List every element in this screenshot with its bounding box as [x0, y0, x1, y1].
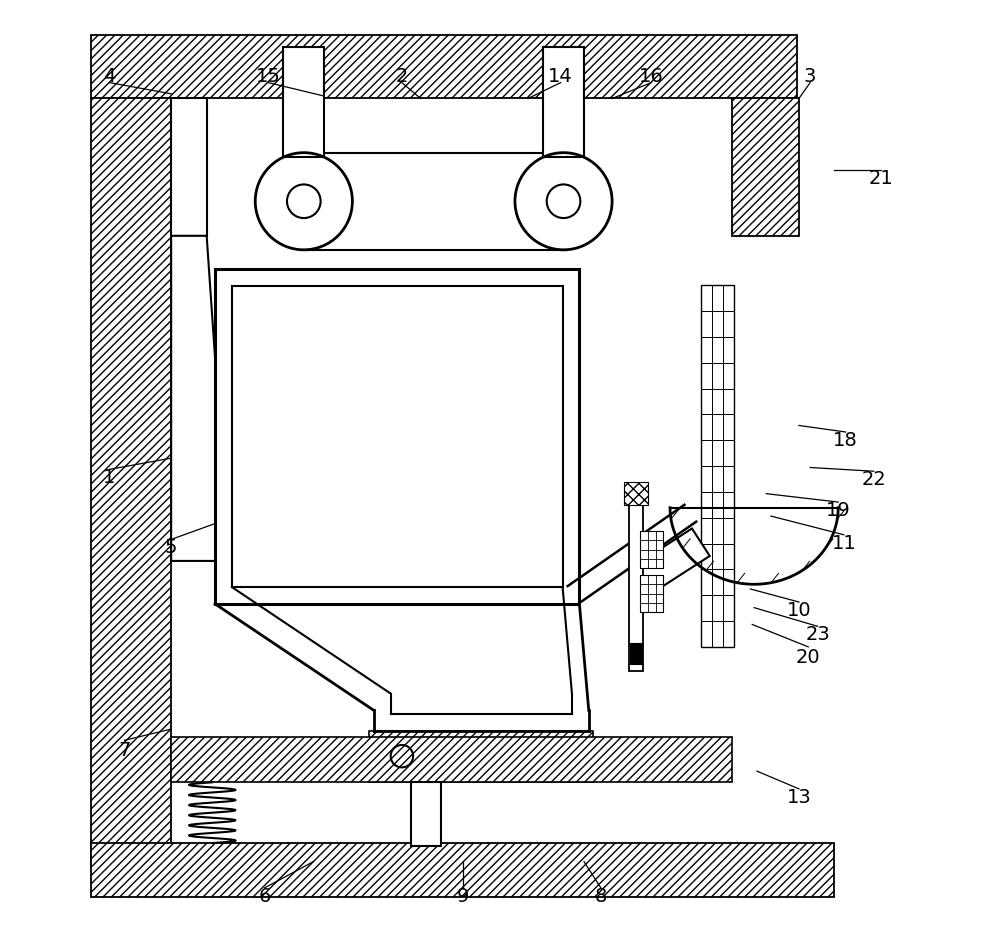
Bar — [624, 482, 648, 505]
Polygon shape — [634, 529, 710, 593]
Bar — [91, 36, 797, 99]
Bar — [171, 738, 732, 782]
Text: 4: 4 — [103, 66, 116, 85]
Text: 18: 18 — [833, 431, 858, 449]
Text: 3: 3 — [804, 66, 816, 85]
Bar — [640, 532, 663, 569]
Bar — [283, 48, 324, 158]
Bar — [215, 271, 579, 605]
Text: 2: 2 — [396, 66, 408, 85]
Text: 11: 11 — [831, 534, 856, 552]
Text: 16: 16 — [639, 66, 664, 85]
Text: 7: 7 — [118, 740, 131, 759]
Polygon shape — [171, 237, 229, 562]
Text: 19: 19 — [826, 501, 851, 519]
Text: 13: 13 — [787, 787, 811, 806]
Text: 8: 8 — [595, 886, 607, 905]
Text: 21: 21 — [869, 169, 894, 188]
Text: 23: 23 — [805, 624, 830, 644]
Bar — [91, 99, 171, 868]
Text: 9: 9 — [456, 886, 469, 905]
Bar — [629, 487, 643, 671]
Bar — [91, 843, 834, 898]
Bar — [630, 643, 642, 664]
Bar — [171, 99, 207, 237]
Bar — [411, 782, 441, 846]
Bar — [543, 48, 584, 158]
Text: 15: 15 — [256, 66, 281, 85]
Text: 14: 14 — [548, 66, 573, 85]
Text: 20: 20 — [796, 647, 821, 666]
Bar — [232, 287, 563, 588]
Text: 22: 22 — [861, 470, 886, 489]
Bar — [369, 731, 593, 782]
Text: 1: 1 — [103, 468, 116, 487]
Bar — [732, 99, 799, 237]
Text: 10: 10 — [787, 600, 811, 620]
Text: 5: 5 — [165, 538, 177, 557]
Text: 6: 6 — [258, 886, 271, 905]
Bar — [701, 286, 734, 647]
Bar — [640, 576, 663, 613]
